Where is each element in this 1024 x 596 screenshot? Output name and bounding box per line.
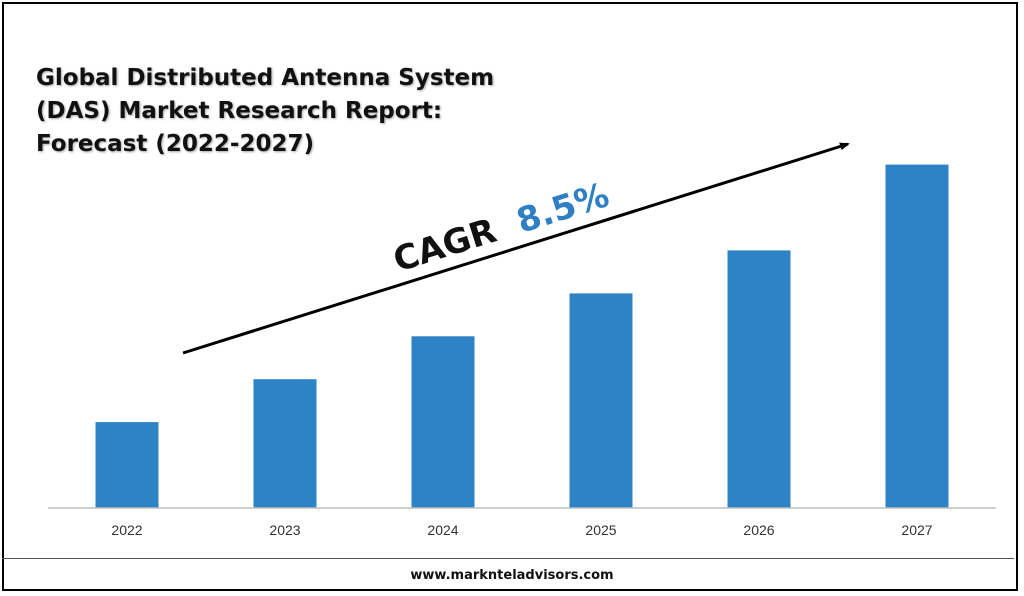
x-tick-labels: 2022 2023 2024 2025 2026 2027 (111, 522, 932, 538)
bar-2022 (95, 422, 159, 508)
cagr-trend-arrow (182, 142, 850, 355)
x-tick-label-2027: 2027 (901, 522, 932, 538)
chart-title: Global Distributed Antenna System (DAS) … (36, 62, 556, 161)
x-tick-label-2026: 2026 (743, 522, 774, 538)
bar-2023 (253, 379, 317, 508)
bar-2025 (569, 293, 633, 508)
x-tick-label-2023: 2023 (269, 522, 300, 538)
x-tick-label-2024: 2024 (427, 522, 458, 538)
cagr-value: 8.5% (512, 175, 614, 242)
title-line-1: Global Distributed Antenna System (36, 65, 495, 91)
bar-2024 (411, 336, 475, 508)
bar-2027 (885, 164, 949, 508)
title-line-2: (DAS) Market Research Report: (36, 98, 443, 124)
x-tick-label-2025: 2025 (585, 522, 616, 538)
title-line-3: Forecast (2022-2027) (36, 131, 314, 157)
footer-website: www.marknteladvisors.com (410, 568, 614, 583)
footer-divider (2, 558, 1014, 589)
bar-2026 (727, 250, 791, 508)
bar-series (95, 164, 949, 508)
x-tick-label-2022: 2022 (111, 522, 142, 538)
